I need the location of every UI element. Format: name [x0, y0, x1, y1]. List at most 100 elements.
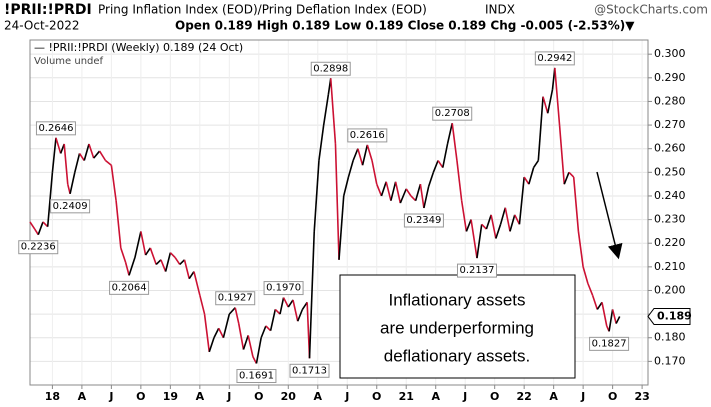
line-segment	[470, 219, 478, 259]
line-segment	[577, 231, 584, 267]
x-tick-label: J	[462, 390, 467, 403]
legend-entry: Volume undef	[34, 56, 104, 67]
line-segment	[160, 259, 167, 272]
line-segment	[318, 124, 325, 161]
data-label-box	[50, 199, 91, 214]
line-segment	[423, 186, 430, 209]
line-segment	[199, 295, 206, 315]
line-segment	[322, 94, 330, 126]
line-segment	[347, 160, 354, 178]
data-label: 0.1827	[592, 338, 627, 349]
line-segment	[174, 256, 181, 265]
line-segment	[217, 327, 225, 339]
line-segment	[460, 200, 468, 232]
last-value-tag	[647, 307, 691, 325]
line-segment	[124, 261, 130, 276]
line-segment	[98, 150, 107, 161]
line-segment	[255, 337, 262, 364]
data-label-box	[347, 128, 388, 143]
line-segment	[380, 181, 387, 197]
y-tick-label: 0.210	[654, 260, 686, 273]
line-segment	[476, 224, 483, 259]
line-segment	[352, 148, 359, 161]
line-segment	[265, 325, 272, 332]
y-tick-label: 0.250	[654, 165, 686, 178]
line-segment	[104, 159, 112, 166]
line-segment	[528, 167, 535, 185]
line-segment	[51, 137, 57, 173]
line-segment	[282, 297, 290, 308]
line-segment	[88, 143, 95, 159]
line-segment	[611, 309, 617, 324]
x-tick-label: 23	[634, 390, 649, 403]
line-segment	[188, 271, 195, 280]
line-segment	[394, 181, 402, 204]
x-tick-label: A	[431, 390, 440, 403]
plot-frame	[29, 39, 649, 386]
y-tick-label: 0.280	[654, 94, 686, 107]
line-segment	[128, 257, 136, 276]
arrow	[596, 171, 623, 260]
line-segment	[410, 195, 417, 202]
line-segment	[110, 165, 117, 201]
x-tick-label: 21	[399, 390, 414, 403]
data-label: 0.1927	[218, 293, 253, 304]
line-segment	[357, 148, 364, 166]
y-tick-label: 0.300	[654, 47, 686, 60]
line-segment	[456, 160, 463, 201]
line-segment	[582, 266, 589, 284]
data-label: 0.1691	[239, 370, 274, 381]
x-tick-label: 19	[163, 390, 178, 403]
line-segment	[554, 67, 561, 126]
line-segment	[78, 152, 85, 161]
data-label-box	[18, 240, 59, 255]
line-segment	[287, 299, 294, 308]
y-tick-label: 0.290	[654, 71, 686, 84]
x-tick-label: J	[580, 390, 585, 403]
line-segment	[371, 160, 378, 185]
line-segment	[208, 337, 215, 353]
line-segment	[542, 96, 549, 114]
x-tick-label: 20	[281, 390, 297, 403]
line-segment	[83, 143, 90, 161]
line-segment	[375, 183, 383, 197]
line-segment	[451, 123, 458, 161]
line-segment	[29, 221, 36, 230]
line-segment	[155, 259, 162, 266]
line-segment	[63, 143, 69, 185]
line-segment	[237, 323, 245, 350]
line-segment	[385, 181, 392, 201]
line-segment	[514, 214, 521, 225]
data-label: 0.2942	[537, 53, 572, 64]
line-segment	[523, 176, 530, 185]
x-tick-label: O	[254, 390, 263, 403]
line-segment	[338, 195, 345, 260]
line-segment	[537, 96, 544, 161]
data-label-box	[215, 291, 256, 306]
x-tick-label: O	[608, 390, 617, 403]
source: @StockCharts.com	[594, 3, 708, 17]
x-tick-label: A	[314, 390, 323, 403]
quote: Open 0.189 High 0.189 Low 0.189 Close 0.…	[175, 19, 635, 33]
line-segment	[260, 325, 267, 339]
line-segment	[69, 172, 76, 195]
line-segment	[183, 259, 190, 279]
data-label-box	[236, 368, 277, 383]
line-segment	[568, 171, 575, 178]
line-segment	[144, 247, 151, 256]
x-tick-label: J	[344, 390, 349, 403]
line-segment	[601, 302, 608, 327]
line-segment	[608, 309, 614, 332]
data-label-box	[289, 363, 330, 378]
y-tick-label: 0.230	[654, 213, 686, 226]
line-segment	[37, 221, 44, 235]
line-segment	[442, 143, 449, 168]
data-label: 0.2898	[313, 63, 348, 74]
line-segment	[563, 172, 570, 185]
data-label: 0.2236	[21, 242, 56, 253]
line-segment	[115, 200, 122, 249]
symbol: !PRII:!PRDI	[4, 2, 92, 18]
data-label-box	[589, 336, 630, 351]
line-segment	[399, 188, 407, 204]
line-segment	[308, 231, 316, 359]
